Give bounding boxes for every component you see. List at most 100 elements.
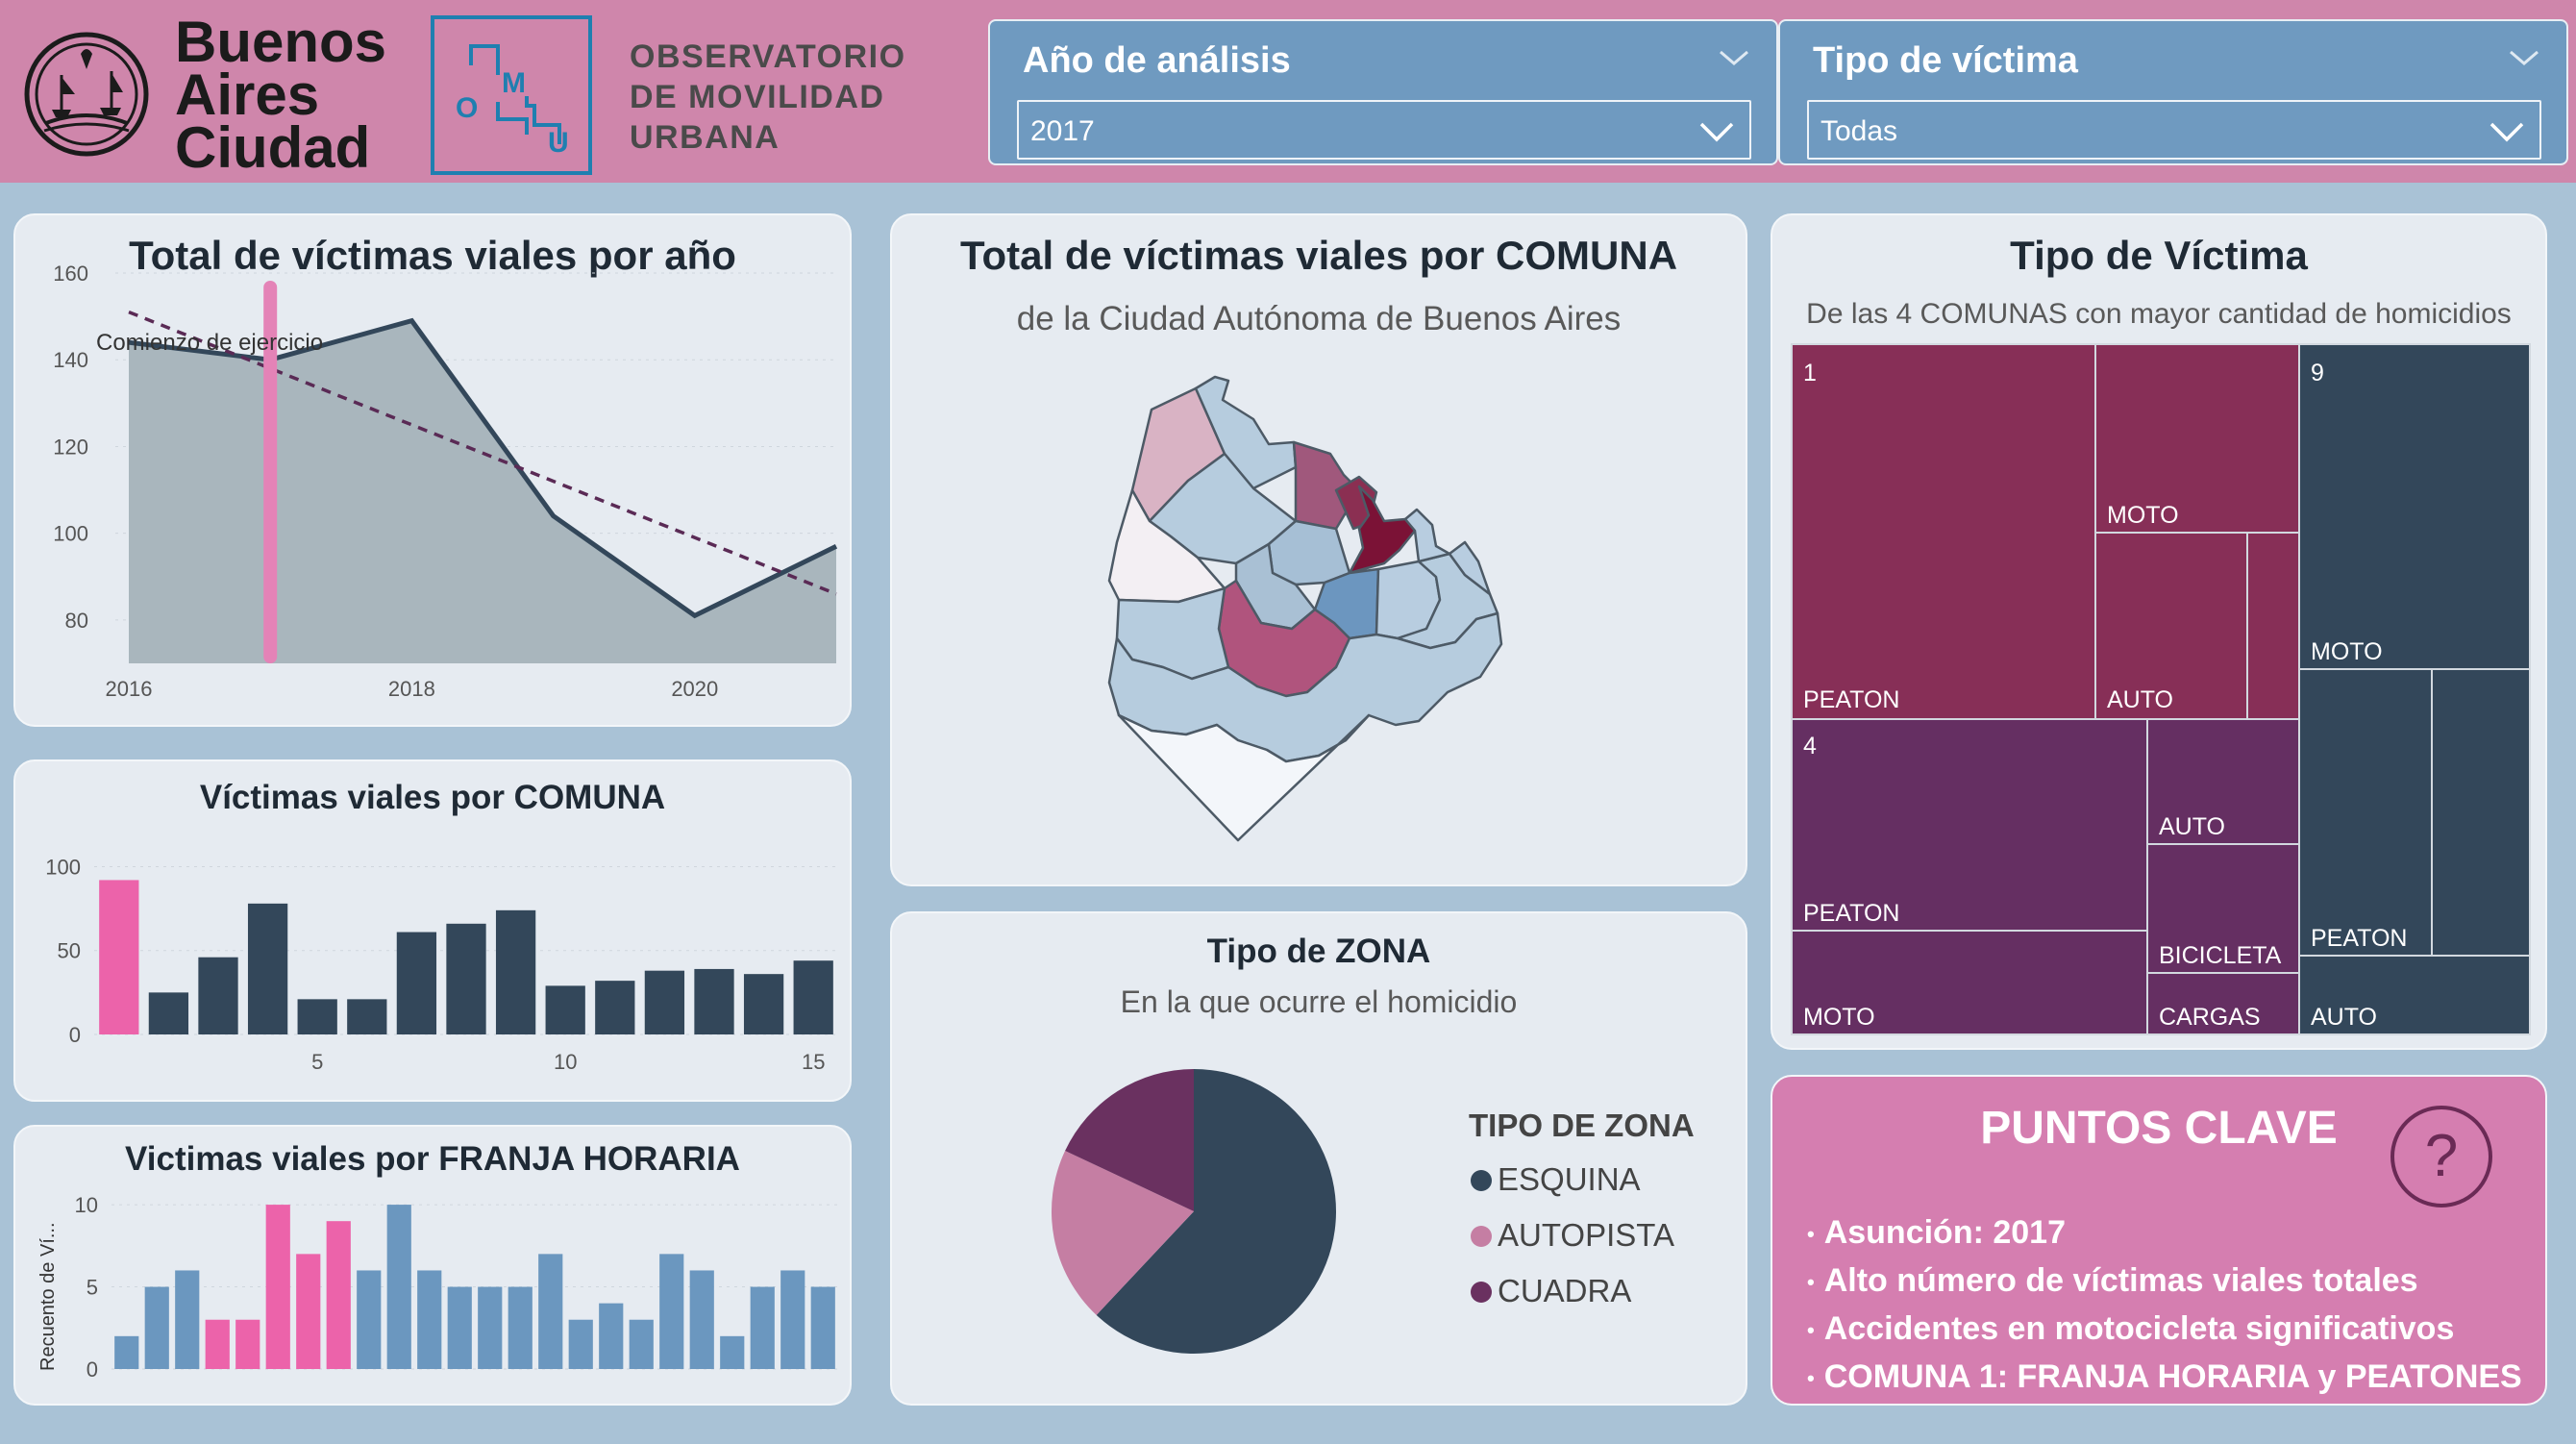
map-region-comuna-2-east[interactable] (1448, 540, 1492, 596)
treemap-title: Tipo de Víctima (2010, 233, 2308, 278)
bar[interactable] (568, 1319, 593, 1369)
bar[interactable] (780, 1270, 805, 1369)
bar[interactable] (417, 1270, 442, 1369)
bar[interactable] (386, 1205, 411, 1369)
trend-line (128, 310, 837, 596)
treemap-cell-4-auto[interactable] (2146, 718, 2300, 845)
zona-pie-subtitle: En la que ocurre el homicidio (1120, 984, 1518, 1019)
year-dropdown[interactable]: 2017 (1017, 100, 1751, 160)
bar[interactable] (447, 1286, 472, 1369)
bar[interactable] (478, 1286, 503, 1369)
victim-type-treemap[interactable]: 1 PEATON MOTO AUTO 9 MOTO PEATON AUTO 4 … (1772, 215, 2549, 1052)
zona-legend-item-autopista[interactable]: AUTOPISTA (1471, 1217, 1674, 1254)
pie-slice-autopista[interactable] (1052, 1150, 1194, 1315)
bar[interactable] (545, 985, 585, 1034)
treemap-cell-9-other[interactable] (2431, 668, 2531, 957)
treemap-cell-9-peaton[interactable] (2298, 668, 2433, 957)
bar[interactable] (644, 970, 685, 1034)
header-bar: Buenos Aires Ciudad O M U OBSERVATORIO D… (0, 0, 2576, 183)
treemap-cell-4-cargas[interactable] (2146, 972, 2300, 1035)
key-points-list: • Asunción: 2017 • Alto número de víctimas… (1807, 1209, 2522, 1402)
highlight-band (263, 281, 278, 663)
bar[interactable] (114, 1335, 139, 1369)
comunas-choropleth-map[interactable] (892, 215, 1749, 888)
x-tick-label: 2016 (106, 677, 153, 701)
bar[interactable] (247, 903, 288, 1034)
year-area-chart[interactable]: 80 100 120 140 160 Comienzo de ejercicio 2016 2… (15, 215, 854, 729)
bar[interactable] (743, 974, 784, 1034)
treemap-cell-9-moto[interactable] (2298, 343, 2531, 670)
chart-annotation: Comienzo de ejercicio (96, 330, 323, 356)
bar[interactable] (326, 1221, 351, 1369)
bar[interactable] (595, 981, 635, 1034)
comuna-bar-chart[interactable]: 0 50 100 5 10 15 (15, 761, 854, 1104)
bar[interactable] (296, 1254, 321, 1369)
map-region-comuna-1-docks[interactable] (1403, 508, 1451, 563)
treemap-cell-1-moto[interactable] (2094, 343, 2300, 534)
y-tick-label: 0 (87, 1357, 98, 1382)
chevron-down-icon[interactable] (1717, 46, 1751, 69)
chevron-down-icon[interactable] (2488, 119, 2526, 144)
bar[interactable] (99, 880, 139, 1034)
chevron-down-icon[interactable] (1697, 119, 1736, 144)
bar[interactable] (495, 909, 536, 1034)
x-tick-label: 15 (802, 1050, 825, 1074)
treemap-cell-9-auto[interactable] (2298, 955, 2531, 1035)
city-seal-icon (24, 32, 149, 157)
zona-legend-item-cuadra[interactable]: CUADRA (1471, 1273, 1631, 1309)
treemap-group-label-1: 1 (1803, 360, 1817, 386)
bar[interactable] (235, 1319, 260, 1369)
map-card: Total de víctimas viales por COMUNA de l… (890, 213, 1747, 886)
bar[interactable] (659, 1254, 684, 1369)
zona-legend-item-esquina[interactable]: ESQUINA (1471, 1161, 1641, 1198)
victim-type-slicer[interactable]: Tipo de víctima Todas (1778, 19, 2568, 165)
bar[interactable] (689, 1270, 714, 1369)
zona-pie-title: Tipo de ZONA (1206, 933, 1431, 970)
bar[interactable] (347, 999, 387, 1034)
bar[interactable] (175, 1270, 200, 1369)
bar[interactable] (508, 1286, 533, 1369)
pie-slice-cuadra[interactable] (1065, 1069, 1194, 1211)
map-region-comuna-1[interactable] (1348, 485, 1417, 575)
bar[interactable] (297, 999, 337, 1034)
bar[interactable] (599, 1303, 624, 1369)
map-region-comuna-south[interactable] (1117, 713, 1371, 842)
x-tick-label: 10 (554, 1050, 577, 1074)
bar[interactable] (793, 960, 833, 1034)
x-tick-label: 5 (311, 1050, 323, 1074)
treemap-cell-4-bicicleta[interactable] (2146, 843, 2300, 974)
brand-line-2: Aires (175, 62, 320, 127)
victim-type-dropdown[interactable]: Todas (1807, 100, 2541, 160)
observatory-title: OBSERVATORIO DE MOVILIDAD URBANA (630, 37, 906, 158)
key-point-item: • Accidentes en motocicleta significativo… (1807, 1310, 2455, 1348)
chevron-down-icon[interactable] (2507, 46, 2541, 69)
bar[interactable] (720, 1335, 745, 1369)
bar[interactable] (538, 1254, 563, 1369)
bar[interactable] (357, 1270, 382, 1369)
year-slicer[interactable]: Año de análisis 2017 (988, 19, 1778, 165)
bar[interactable] (810, 1286, 835, 1369)
zona-pie-chart[interactable] (892, 913, 1749, 1407)
franja-bar-chart[interactable]: 0 5 10 Recuento de Ví... (15, 1127, 854, 1407)
bar[interactable] (265, 1205, 290, 1369)
bar[interactable] (148, 992, 189, 1034)
bar[interactable] (198, 957, 238, 1034)
treemap-cell-4-peaton[interactable] (1791, 718, 2148, 932)
key-point-item: • Alto número de víctimas viales totales (1807, 1262, 2418, 1300)
help-icon[interactable]: ? (2390, 1106, 2492, 1207)
bar[interactable] (446, 923, 486, 1034)
bar[interactable] (694, 968, 734, 1034)
treemap-cell-4-moto[interactable] (1791, 930, 2148, 1035)
bar[interactable] (750, 1286, 775, 1369)
zona-legend-label: CUADRA (1498, 1273, 1632, 1308)
bar[interactable] (629, 1319, 654, 1369)
bar[interactable] (396, 932, 437, 1034)
bar[interactable] (205, 1319, 230, 1369)
pie-slice-esquina[interactable] (1096, 1069, 1336, 1354)
bar[interactable] (144, 1286, 169, 1369)
key-points-title: PUNTOS CLAVE (1980, 1103, 2338, 1154)
treemap-cell-1-other[interactable] (2246, 532, 2300, 720)
y-tick-label: 140 (53, 348, 88, 372)
treemap-cell-1-peaton[interactable] (1791, 343, 2096, 720)
key-point-item: • Asunción: 2017 (1807, 1214, 2067, 1251)
